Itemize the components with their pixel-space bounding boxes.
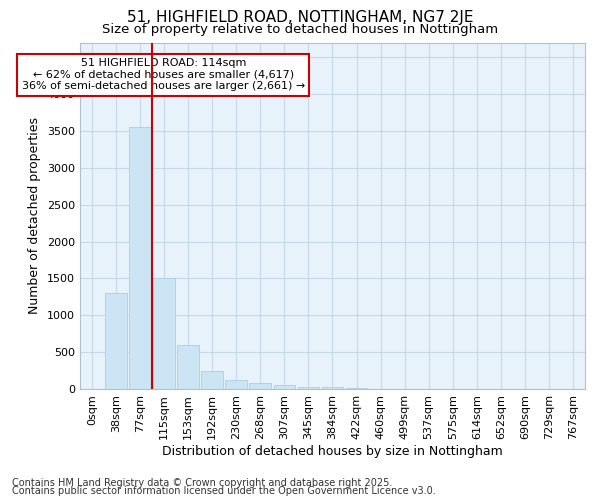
Y-axis label: Number of detached properties: Number of detached properties xyxy=(28,117,41,314)
Bar xyxy=(346,388,367,389)
Text: 51, HIGHFIELD ROAD, NOTTINGHAM, NG7 2JE: 51, HIGHFIELD ROAD, NOTTINGHAM, NG7 2JE xyxy=(127,10,473,25)
X-axis label: Distribution of detached houses by size in Nottingham: Distribution of detached houses by size … xyxy=(162,444,503,458)
Bar xyxy=(322,388,343,389)
Bar xyxy=(178,344,199,389)
Bar xyxy=(153,278,175,389)
Bar xyxy=(298,386,319,389)
Text: Contains public sector information licensed under the Open Government Licence v3: Contains public sector information licen… xyxy=(12,486,436,496)
Bar xyxy=(226,380,247,389)
Text: Contains HM Land Registry data © Crown copyright and database right 2025.: Contains HM Land Registry data © Crown c… xyxy=(12,478,392,488)
Bar xyxy=(250,384,271,389)
Bar xyxy=(129,128,151,389)
Bar xyxy=(105,293,127,389)
Text: 51 HIGHFIELD ROAD: 114sqm
← 62% of detached houses are smaller (4,617)
36% of se: 51 HIGHFIELD ROAD: 114sqm ← 62% of detac… xyxy=(22,58,305,92)
Bar xyxy=(202,370,223,389)
Text: Size of property relative to detached houses in Nottingham: Size of property relative to detached ho… xyxy=(102,22,498,36)
Bar xyxy=(274,386,295,389)
